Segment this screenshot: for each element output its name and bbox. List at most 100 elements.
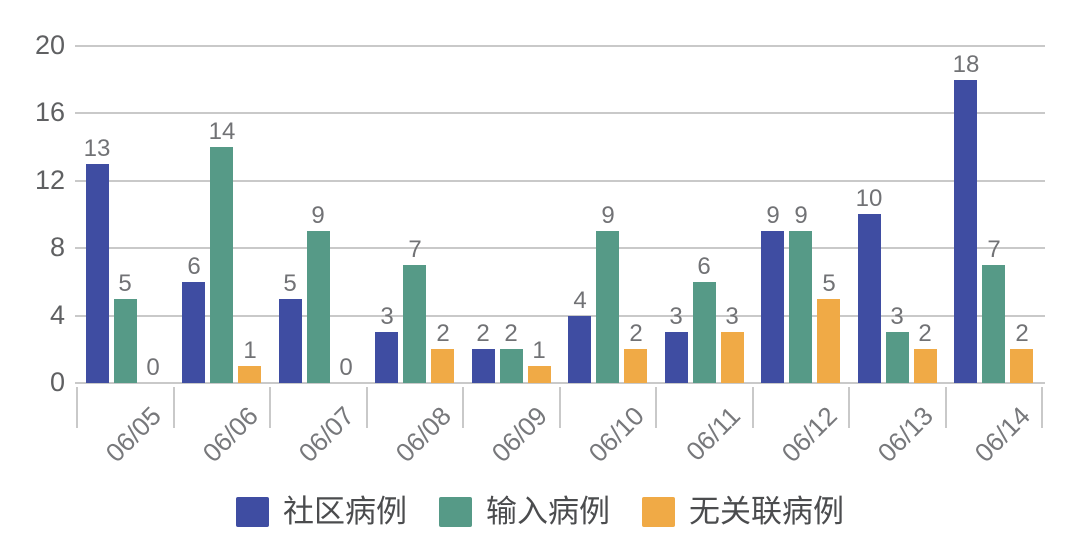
bar-06/05-社区病例[interactable] [86, 164, 109, 383]
bar-value-label: 9 [766, 202, 780, 229]
bar-06/14-输入病例[interactable] [982, 265, 1005, 383]
legend: 社区病例 输入病例 无关联病例 [0, 496, 1080, 527]
y-axis-tick-label: 16 [34, 97, 65, 128]
bar-06/08-无关联病例[interactable] [431, 349, 454, 383]
bar-value-label: 5 [118, 270, 132, 297]
legend-swatch [439, 496, 472, 527]
x-axis-label-06/07: 06/07 [292, 400, 361, 468]
x-axis-label-06/14: 06/14 [968, 400, 1036, 468]
bar-value-label: 6 [187, 253, 201, 280]
bar-value-label: 2 [1015, 320, 1029, 347]
x-axis-tick [848, 387, 850, 428]
y-axis-tick-label: 12 [34, 164, 65, 195]
x-axis-tick [751, 387, 754, 428]
bar-06/14-无关联病例[interactable] [1010, 349, 1033, 383]
bar-value-label: 13 [83, 135, 111, 162]
legend-label: 无关联病例 [689, 494, 844, 529]
bar-06/07-输入病例[interactable] [307, 231, 330, 383]
gridline-y-16 [75, 112, 1045, 115]
bar-06/11-输入病例[interactable] [693, 282, 716, 383]
gridline-y-4 [75, 314, 1045, 317]
x-axis-label-06/11: 06/11 [680, 400, 747, 467]
y-axis-tick-label: 20 [34, 30, 65, 60]
x-axis-tick [172, 387, 175, 428]
bar-value-label: 3 [890, 303, 904, 330]
gridline-y-20 [75, 45, 1045, 47]
bar-06/09-无关联病例[interactable] [528, 366, 551, 383]
x-axis-label-06/13: 06/13 [871, 400, 940, 468]
x-axis-tick [76, 387, 78, 428]
bar-value-label: 4 [573, 287, 587, 314]
gridline-y-12 [75, 179, 1045, 182]
y-axis-tick-label: 8 [49, 232, 65, 263]
legend-item-社区病例[interactable]: 社区病例 [236, 496, 407, 527]
bar-06/08-社区病例[interactable] [375, 332, 398, 383]
bar-value-label: 7 [408, 236, 422, 263]
bar-value-label: 9 [794, 202, 808, 229]
bar-06/13-输入病例[interactable] [886, 332, 909, 383]
x-axis-tick [655, 387, 657, 428]
bar-value-label: 2 [504, 320, 518, 347]
bar-06/10-无关联病例[interactable] [624, 349, 647, 383]
bar-value-label: 3 [380, 303, 394, 330]
bar-value-label: 0 [339, 354, 353, 381]
gridline-y-0 [75, 382, 1045, 384]
bar-06/06-无关联病例[interactable] [238, 366, 261, 383]
bar-06/13-无关联病例[interactable] [914, 349, 937, 383]
x-axis-tick [558, 387, 561, 428]
bar-value-label: 2 [629, 320, 643, 347]
x-axis-label-06/09: 06/09 [485, 400, 554, 468]
legend-swatch [642, 496, 675, 527]
bar-06/12-社区病例[interactable] [761, 231, 784, 383]
x-axis-tick [1041, 387, 1043, 428]
bar-06/10-社区病例[interactable] [568, 316, 591, 383]
bar-value-label: 14 [208, 118, 236, 145]
bar-06/12-无关联病例[interactable] [817, 299, 840, 383]
bar-value-label: 9 [311, 202, 325, 229]
bar-value-label: 2 [918, 320, 932, 347]
bar-value-label: 5 [822, 270, 836, 297]
x-axis-tick [462, 387, 464, 428]
bar-value-label: 7 [987, 236, 1001, 263]
bar-06/06-社区病例[interactable] [182, 282, 205, 383]
x-axis-label-06/06: 06/06 [196, 400, 264, 468]
bar-value-label: 2 [436, 320, 450, 347]
x-axis-label-06/08: 06/08 [389, 400, 457, 468]
bar-06/05-输入病例[interactable] [114, 299, 137, 383]
bar-value-label: 3 [669, 303, 683, 330]
bar-value-label: 6 [697, 253, 711, 280]
bar-06/07-社区病例[interactable] [279, 299, 302, 383]
bar-06/13-社区病例[interactable] [858, 214, 881, 383]
bar-value-label: 18 [952, 51, 980, 78]
legend-item-输入病例[interactable]: 输入病例 [439, 496, 610, 527]
x-axis-label-06/10: 06/10 [582, 400, 650, 468]
bar-06/09-社区病例[interactable] [472, 349, 495, 383]
bar-value-label: 5 [283, 270, 297, 297]
legend-item-无关联病例[interactable]: 无关联病例 [642, 496, 844, 527]
bar-06/06-输入病例[interactable] [210, 147, 233, 383]
legend-swatch [236, 496, 269, 527]
bar-06/12-输入病例[interactable] [789, 231, 812, 383]
bar-06/11-无关联病例[interactable] [721, 332, 744, 383]
y-axis-tick-label: 4 [49, 299, 65, 330]
bar-06/11-社区病例[interactable] [665, 332, 688, 383]
x-axis-tick [365, 387, 368, 428]
y-axis-tick-label: 0 [49, 367, 65, 397]
bar-06/09-输入病例[interactable] [500, 349, 523, 383]
bar-06/08-输入病例[interactable] [403, 265, 426, 383]
x-axis-tick [269, 387, 271, 428]
x-axis-tick [944, 387, 947, 428]
bar-value-label: 1 [532, 337, 546, 364]
x-axis-label-06/12: 06/12 [775, 400, 843, 468]
bar-value-label: 10 [855, 185, 883, 212]
x-axis-label-06/05: 06/05 [99, 400, 168, 468]
legend-label: 输入病例 [486, 494, 610, 529]
gridline-y-8 [75, 247, 1045, 250]
bar-value-label: 0 [146, 354, 160, 381]
bar-value-label: 2 [476, 320, 490, 347]
bar-value-label: 3 [725, 303, 739, 330]
bar-value-label: 1 [243, 337, 257, 364]
bar-06/10-输入病例[interactable] [596, 231, 619, 383]
bar-06/14-社区病例[interactable] [954, 80, 977, 383]
